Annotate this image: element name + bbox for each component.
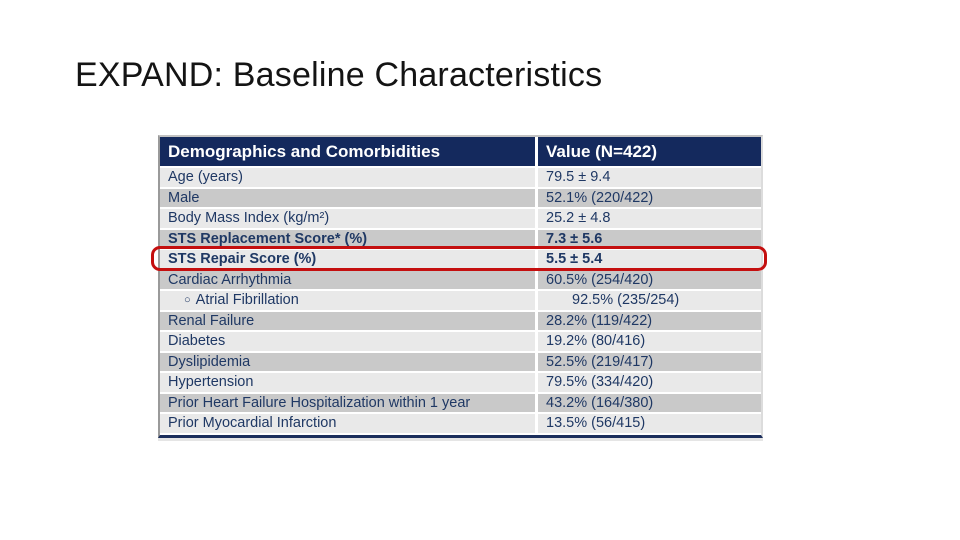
row-label: Male xyxy=(160,188,535,207)
row-value: 92.5% (235/254) xyxy=(538,291,761,310)
row-value: 19.2% (80/416) xyxy=(538,332,761,351)
table-row: Prior Heart Failure Hospitalization with… xyxy=(160,393,761,414)
table-row: Male 52.1% (220/422) xyxy=(160,188,761,209)
table-header-row: Demographics and Comorbidities Value (N=… xyxy=(160,137,761,168)
table-row: Renal Failure 28.2% (119/422) xyxy=(160,311,761,332)
row-label: Diabetes xyxy=(160,332,535,351)
row-label: Hypertension xyxy=(160,373,535,392)
row-value: 52.5% (219/417) xyxy=(538,352,761,371)
row-label: Age (years) xyxy=(160,168,535,187)
table-row: Hypertension 79.5% (334/420) xyxy=(160,373,761,394)
row-label: Prior Myocardial Infarction xyxy=(160,414,535,433)
baseline-characteristics-table: Demographics and Comorbidities Value (N=… xyxy=(151,135,767,438)
row-value: 60.5% (254/420) xyxy=(538,270,761,289)
row-label: STS Repair Score (%) xyxy=(160,250,535,269)
table-row: STS Replacement Score* (%) 7.3 ± 5.6 xyxy=(160,229,761,250)
row-value: 79.5 ± 9.4 xyxy=(538,168,761,187)
row-value: 7.3 ± 5.6 xyxy=(538,229,761,248)
slide-title: EXPAND: Baseline Characteristics xyxy=(75,56,603,94)
table-row: ○ Atrial Fibrillation 92.5% (235/254) xyxy=(160,291,761,312)
row-label: Renal Failure xyxy=(160,311,535,330)
table-row: Age (years) 79.5 ± 9.4 xyxy=(160,168,761,189)
row-value: 43.2% (164/380) xyxy=(538,393,761,412)
row-label: STS Replacement Score* (%) xyxy=(160,229,535,248)
table-row: STS Repair Score (%) 5.5 ± 5.4 xyxy=(151,246,767,271)
row-value: 5.5 ± 5.4 xyxy=(538,250,761,269)
row-value: 79.5% (334/420) xyxy=(538,373,761,392)
row-value: 52.1% (220/422) xyxy=(538,188,761,207)
header-value-n: Value (N=422) xyxy=(538,137,761,166)
row-label: Dyslipidemia xyxy=(160,352,535,371)
row-value: 28.2% (119/422) xyxy=(538,311,761,330)
row-value: 13.5% (56/415) xyxy=(538,414,761,433)
table-row: Cardiac Arrhythmia 60.5% (254/420) xyxy=(160,270,761,291)
table-rows: Age (years) 79.5 ± 9.4 Male 52.1% (220/422)… xyxy=(151,168,767,435)
table-row: Diabetes 19.2% (80/416) xyxy=(160,332,761,353)
table-row: Body Mass Index (kg/m²) 25.2 ± 4.8 xyxy=(160,209,761,230)
row-label: Cardiac Arrhythmia xyxy=(160,270,535,289)
row-value: 25.2 ± 4.8 xyxy=(538,209,761,228)
table-row: Prior Myocardial Infarction 13.5% (56/415… xyxy=(160,414,761,435)
row-label: ○ Atrial Fibrillation xyxy=(160,291,535,310)
row-label: Body Mass Index (kg/m²) xyxy=(160,209,535,228)
table-row: Dyslipidemia 52.5% (219/417) xyxy=(160,352,761,373)
row-label: Prior Heart Failure Hospitalization with… xyxy=(160,393,535,412)
circle-bullet: ○ xyxy=(184,293,191,306)
header-demographics-and-comorbidities: Demographics and Comorbidities xyxy=(160,137,535,166)
